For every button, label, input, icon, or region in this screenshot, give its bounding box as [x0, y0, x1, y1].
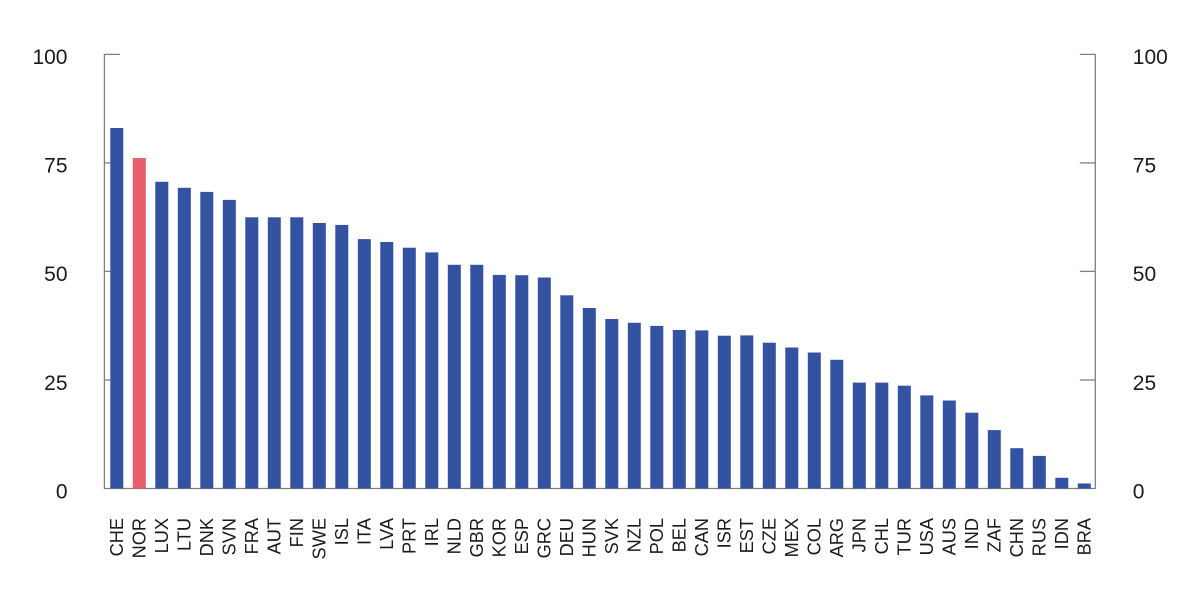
svg-text:75: 75: [44, 155, 67, 178]
svg-text:50: 50: [1133, 263, 1156, 286]
svg-text:USA: USA: [917, 517, 937, 555]
svg-text:100: 100: [32, 46, 67, 69]
svg-text:LUX: LUX: [152, 518, 172, 553]
svg-text:75: 75: [1133, 155, 1156, 178]
svg-text:CHL: CHL: [872, 518, 892, 554]
svg-text:POL: POL: [647, 518, 667, 554]
svg-text:HUN: HUN: [580, 518, 600, 557]
svg-text:JPN: JPN: [850, 518, 870, 552]
svg-text:50: 50: [44, 263, 67, 286]
svg-text:CHN: CHN: [1007, 518, 1027, 557]
svg-text:SVK: SVK: [602, 518, 622, 554]
svg-text:SWE: SWE: [310, 518, 330, 559]
svg-text:PRT: PRT: [400, 518, 420, 554]
svg-text:ZAF: ZAF: [985, 518, 1005, 552]
svg-text:TUR: TUR: [895, 518, 915, 555]
svg-text:FRA: FRA: [242, 517, 262, 554]
svg-text:ISL: ISL: [332, 518, 352, 545]
svg-text:DNK: DNK: [197, 518, 217, 556]
svg-text:DEU: DEU: [557, 518, 577, 556]
svg-text:GRC: GRC: [535, 518, 555, 558]
svg-text:BRA: BRA: [1075, 517, 1095, 555]
svg-text:25: 25: [1133, 372, 1156, 395]
svg-text:NZL: NZL: [625, 518, 645, 552]
svg-text:COL: COL: [805, 518, 825, 555]
svg-text:AUS: AUS: [940, 518, 960, 555]
svg-text:IDN: IDN: [1052, 518, 1072, 549]
svg-text:ESP: ESP: [512, 518, 532, 554]
svg-text:CZE: CZE: [760, 518, 780, 554]
svg-text:SVN: SVN: [220, 518, 240, 555]
svg-text:GBR: GBR: [467, 518, 487, 557]
svg-text:0: 0: [56, 480, 68, 503]
svg-text:LTU: LTU: [175, 518, 195, 551]
svg-text:BEL: BEL: [670, 518, 690, 552]
svg-text:MEX: MEX: [782, 518, 802, 557]
svg-text:CAN: CAN: [692, 518, 712, 556]
svg-text:100: 100: [1133, 46, 1168, 69]
svg-text:FIN: FIN: [287, 518, 307, 547]
svg-text:RUS: RUS: [1030, 518, 1050, 556]
svg-text:LVA: LVA: [377, 517, 397, 550]
svg-text:EST: EST: [737, 518, 757, 553]
svg-text:AUT: AUT: [265, 518, 285, 554]
svg-text:ITA: ITA: [355, 517, 375, 545]
svg-text:ISR: ISR: [715, 518, 735, 548]
svg-text:25: 25: [44, 372, 67, 395]
svg-text:ARG: ARG: [827, 518, 847, 557]
svg-text:KOR: KOR: [490, 518, 510, 557]
svg-text:0: 0: [1133, 480, 1145, 503]
svg-text:IRL: IRL: [422, 518, 442, 546]
svg-text:NOR: NOR: [130, 518, 150, 558]
svg-text:CHE: CHE: [107, 518, 127, 556]
svg-text:IND: IND: [962, 518, 982, 549]
svg-text:NLD: NLD: [445, 518, 465, 554]
